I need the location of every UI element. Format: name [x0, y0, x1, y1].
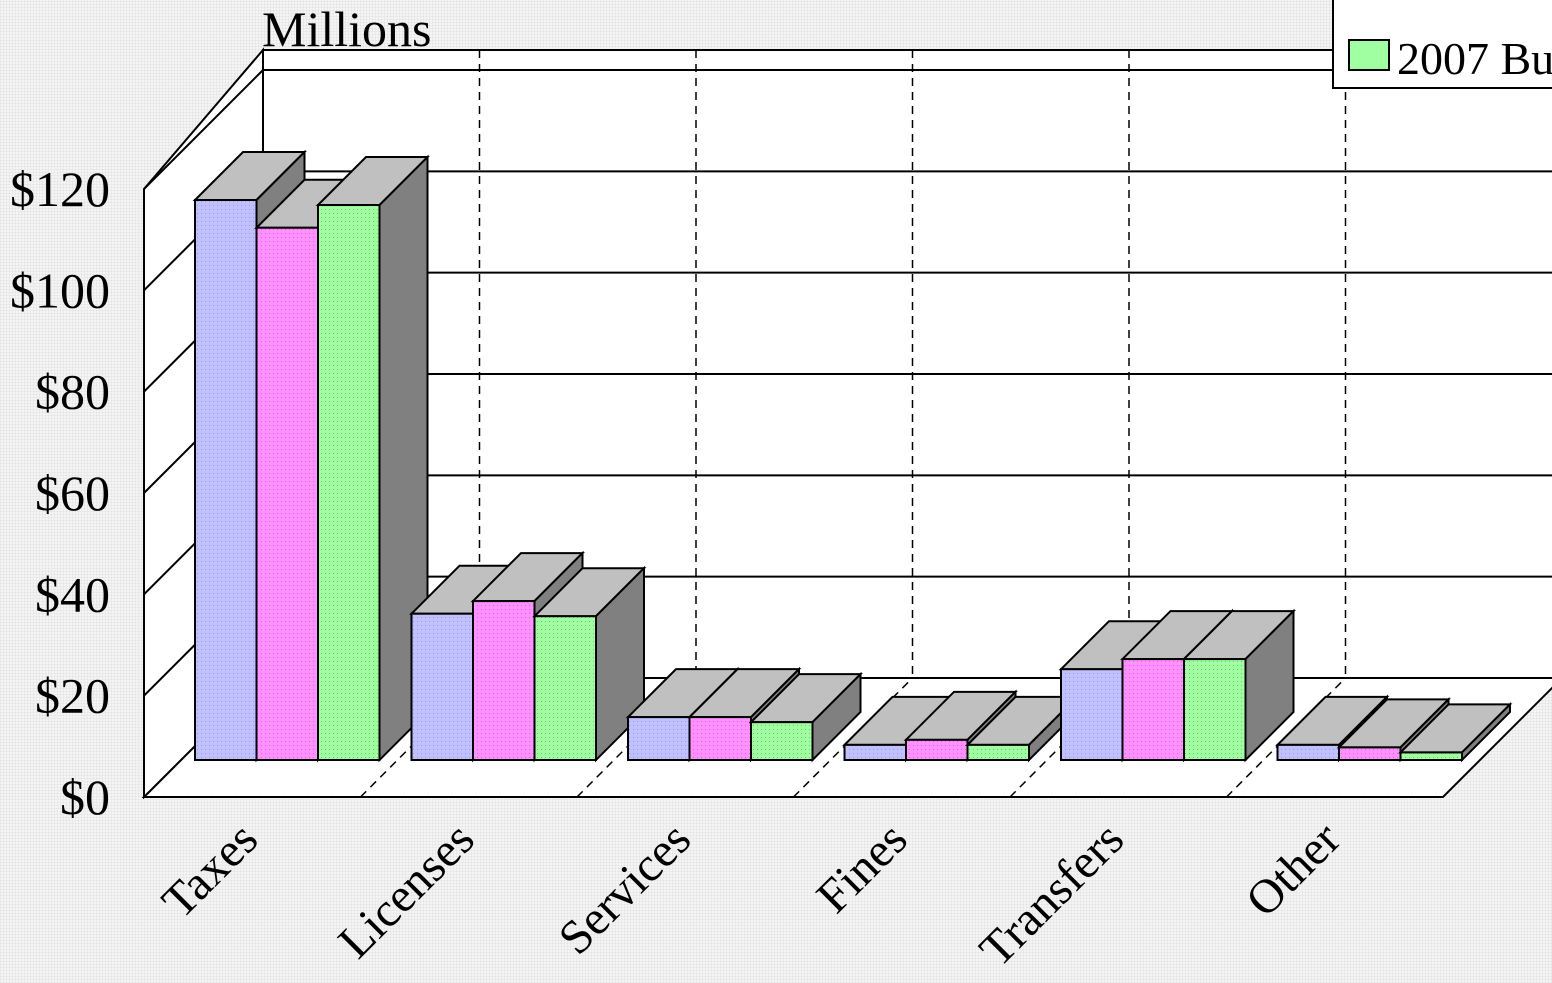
x-category-label: Fines — [807, 812, 918, 923]
bar-front — [410, 612, 474, 761]
bar-front — [843, 743, 907, 762]
bar-front — [472, 600, 536, 761]
x-category-label: Other — [1236, 812, 1351, 927]
legend-label: 2007 Bu — [1397, 33, 1552, 84]
y-tick-label: $60 — [35, 465, 110, 521]
y-axis-tick-labels: $0 $20 $40 $60 $80 $100 $120 — [10, 161, 110, 825]
unit-label: Millions — [262, 1, 431, 57]
bar-front — [194, 199, 258, 761]
y-tick-label: $100 — [10, 262, 110, 318]
bar-front — [1183, 658, 1247, 762]
y-tick-label: $0 — [60, 769, 110, 825]
y-tick-label: $40 — [35, 566, 110, 622]
bar-front — [255, 226, 319, 761]
x-category-label: Transfers — [970, 812, 1134, 976]
bar — [532, 565, 647, 763]
y-tick-label: $80 — [35, 364, 110, 420]
bar-front — [688, 716, 752, 762]
bar-front — [1060, 668, 1124, 762]
bar-front — [905, 738, 969, 762]
y-tick-label: $20 — [35, 668, 110, 724]
x-category-label: Taxes — [152, 812, 268, 928]
y-tick-label: $120 — [10, 161, 110, 217]
bar-front — [1399, 751, 1463, 762]
bar-front — [1338, 746, 1402, 762]
legend-swatch — [1348, 39, 1390, 71]
bar-front — [750, 721, 814, 762]
bar-front — [1121, 658, 1185, 762]
bar-front — [317, 204, 381, 761]
bar — [315, 154, 430, 763]
x-category-label: Licenses — [328, 812, 484, 968]
x-axis-category-labels: Taxes Licenses Services Fines Transfers Other — [152, 812, 1351, 976]
gridline-wall — [143, 69, 264, 190]
bar-front — [966, 743, 1030, 762]
bar — [1181, 608, 1296, 763]
chart-bars — [192, 149, 1513, 763]
bar-front — [1276, 743, 1340, 762]
bar-front — [627, 716, 691, 762]
bar-front — [533, 615, 597, 761]
bar — [748, 671, 863, 763]
x-category-label: Services — [549, 812, 701, 964]
legend: 2007 Bu — [1332, 0, 1552, 89]
bar — [1398, 702, 1513, 763]
